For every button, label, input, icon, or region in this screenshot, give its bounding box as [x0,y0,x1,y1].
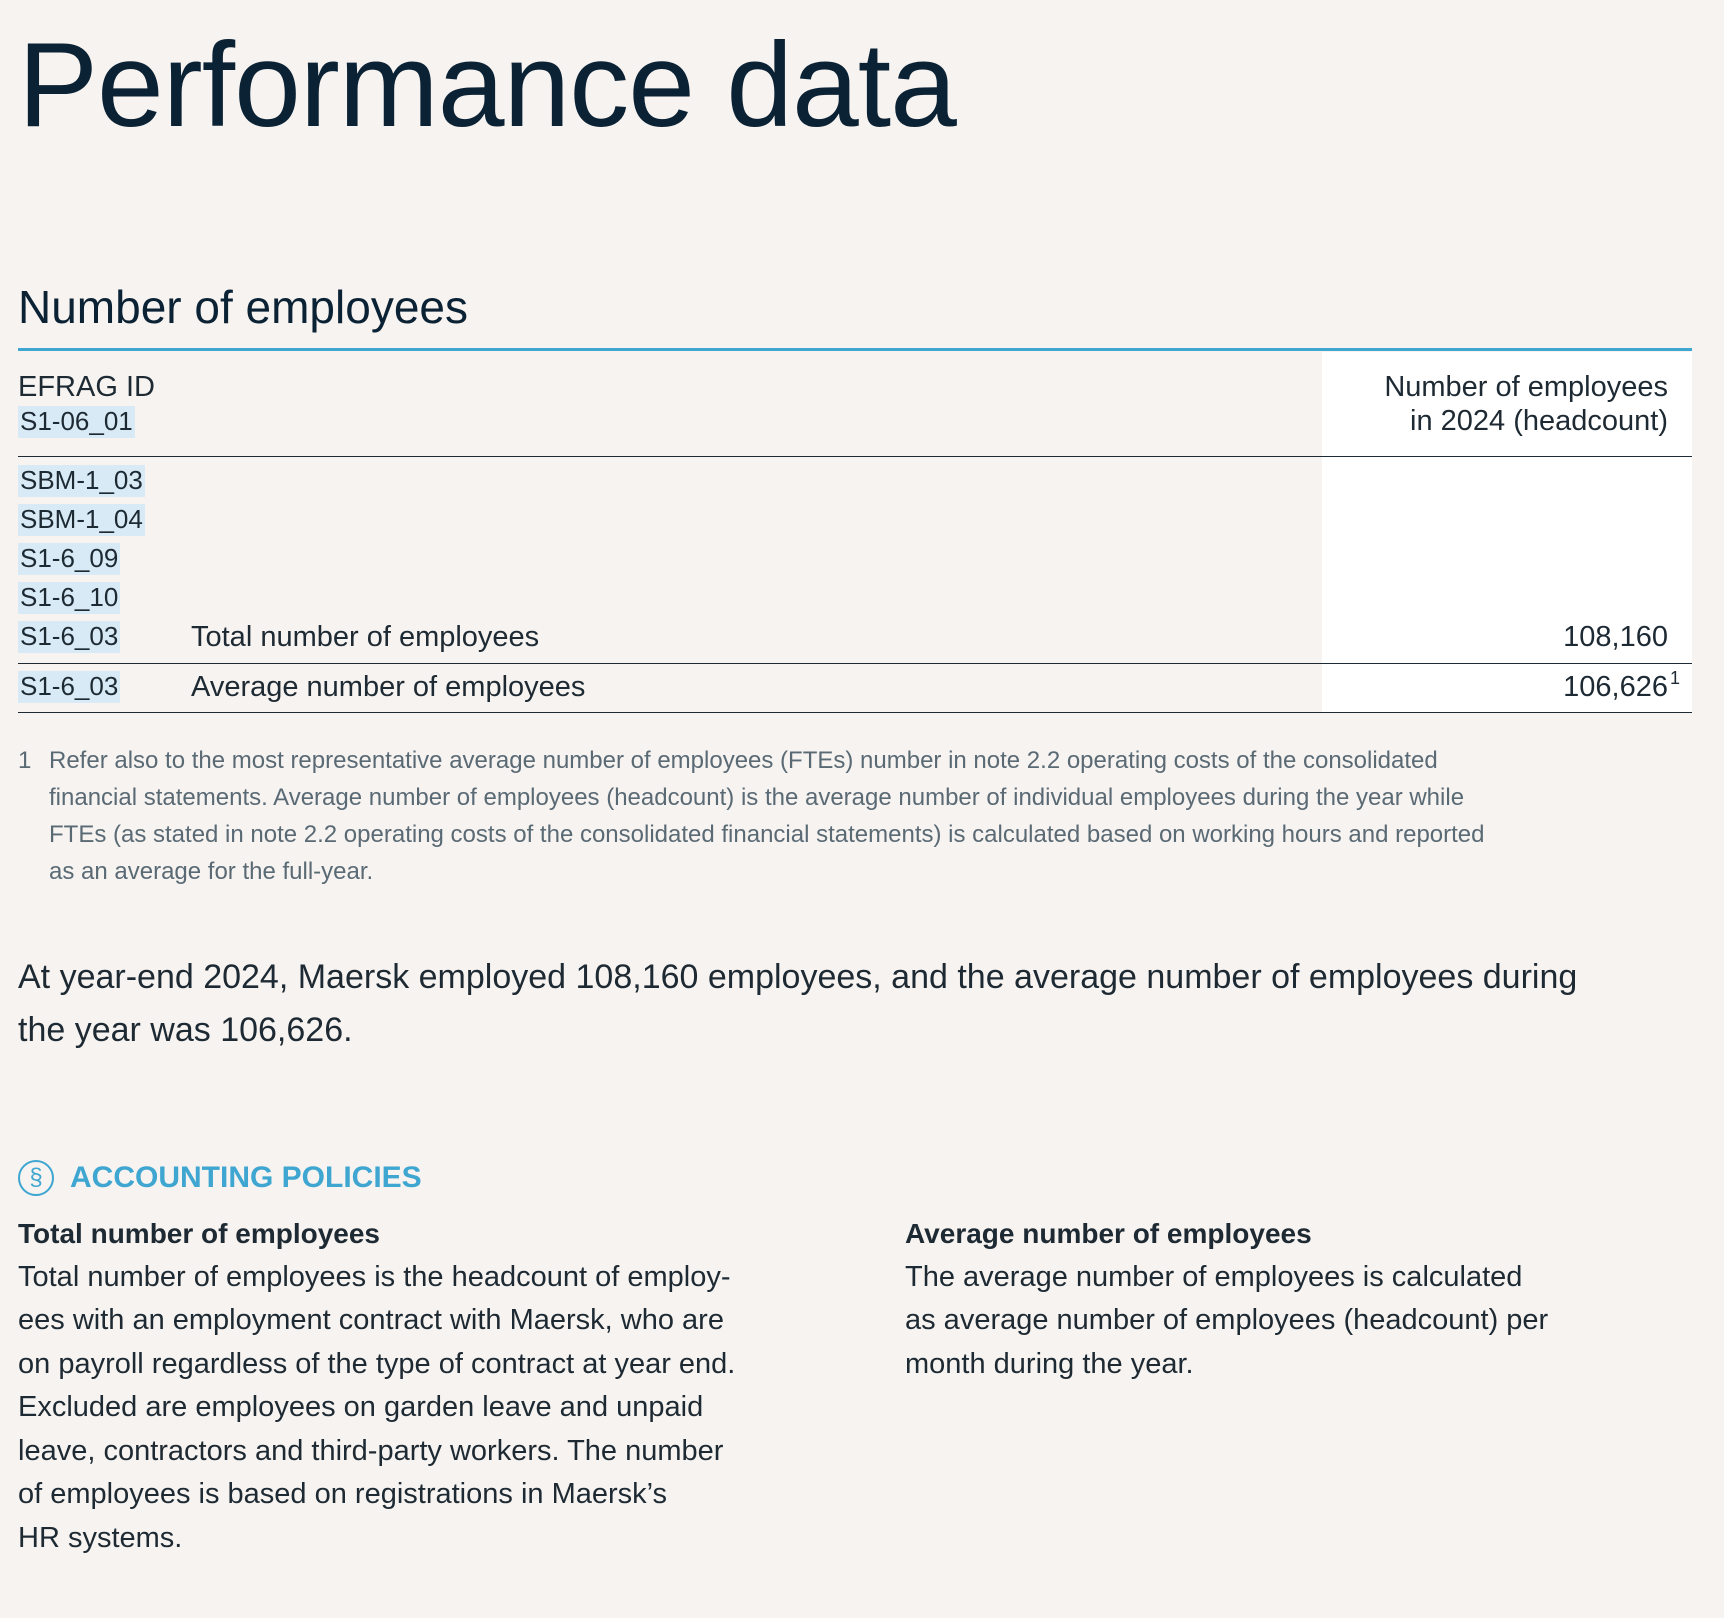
footnote-line: FTEs (as stated in note 2.2 operating co… [49,820,1485,848]
column-label: EFRAG ID [18,370,155,403]
summary-line: At year-end 2024, Maersk employed 108,16… [18,957,1578,996]
row-value: 108,160 [1563,620,1668,653]
policy-icon: § [18,1160,54,1196]
page-title: Performance data [18,18,957,152]
efrag-id: SBM-1_04 [18,504,145,536]
efrag-id: S1-6_03 [18,671,121,703]
efrag-id: S1-6_10 [18,582,121,614]
policy-line: Total number of employees is the headcou… [18,1260,731,1293]
section-title: Number of employees [18,281,468,334]
rule [18,712,1692,713]
efrag-id: SBM-1_03 [18,465,145,497]
policy-line: of employees is based on registrations i… [18,1478,668,1511]
policy-heading: Average number of employees [905,1218,1312,1250]
policy-line: as average number of employees (headcoun… [905,1304,1549,1337]
policy-line: leave, contractors and third-party worke… [18,1434,724,1467]
efrag-id: S1-6_09 [18,543,121,575]
policy-line: The average number of employees is calcu… [905,1260,1523,1293]
footnote-line: financial statements. Average number of … [49,783,1465,811]
policy-line: on payroll regardless of the type of con… [18,1347,736,1380]
efrag-id: S1-06_01 [18,406,135,438]
column-header: Number of employees [1384,370,1668,403]
policy-line: month during the year. [905,1347,1194,1380]
summary-line: the year was 106,626. [18,1010,353,1049]
row-label: Total number of employees [191,620,540,653]
column-background [1322,352,1692,713]
column-header: in 2024 (headcount) [1410,404,1668,437]
rule [18,456,1692,457]
footnote-ref: 1 [1669,668,1680,689]
row-label: Average number of employees [191,670,586,703]
footnote-line: as an average for the full-year. [49,857,374,885]
policies-title: ACCOUNTING POLICIES [70,1161,422,1194]
footnote-marker: 1 [18,746,32,774]
efrag-id: S1-6_03 [18,621,121,653]
row-value: 106,626 [1563,670,1668,703]
rule-blue [18,348,1692,351]
policy-heading: Total number of employees [18,1218,380,1250]
policy-line: Excluded are employees on garden leave a… [18,1391,704,1424]
policy-line: HR systems. [18,1521,183,1554]
rule [18,663,1692,664]
policy-line: ees with an employment contract with Mae… [18,1304,724,1337]
footnote-line: Refer also to the most representative av… [49,746,1438,774]
